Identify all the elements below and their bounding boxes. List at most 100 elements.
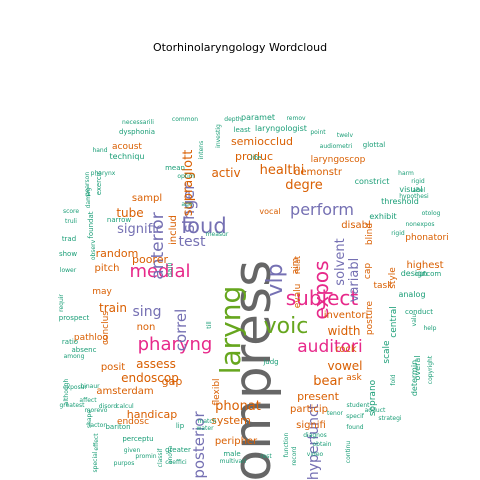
cloud-word: gap bbox=[162, 375, 183, 388]
cloud-word: intens bbox=[198, 141, 205, 159]
cloud-word: assess bbox=[136, 357, 176, 371]
cloud-word: pharyng bbox=[138, 334, 213, 355]
cloud-word: fold bbox=[390, 374, 397, 385]
cloud-word: loud bbox=[181, 214, 226, 238]
cloud-word: damag bbox=[85, 187, 92, 208]
cloud-word: poorer bbox=[132, 253, 168, 266]
cloud-word: task bbox=[374, 281, 394, 291]
cloud-word: includ bbox=[168, 215, 179, 245]
cloud-word: greatest bbox=[59, 402, 85, 409]
cloud-word: copyright bbox=[427, 355, 434, 384]
cloud-word: ask bbox=[346, 373, 362, 383]
cloud-word: among bbox=[64, 353, 85, 360]
cloud-word: diagnos bbox=[303, 432, 327, 439]
cloud-word: rest bbox=[260, 453, 272, 460]
cloud-word: point bbox=[310, 129, 326, 136]
cloud-word: least bbox=[234, 126, 251, 134]
cloud-word: remov bbox=[286, 115, 306, 122]
cloud-word: common bbox=[172, 116, 198, 123]
cloud-word: video bbox=[307, 451, 324, 458]
cloud-word: conclus bbox=[101, 311, 111, 345]
cloud-word: soprano bbox=[368, 379, 378, 416]
cloud-word: subject bbox=[286, 286, 359, 310]
cloud-word: visual bbox=[399, 185, 422, 194]
cloud-word: design bbox=[401, 269, 428, 278]
cloud-word: investig bbox=[215, 124, 222, 148]
cloud-word: rigid bbox=[411, 178, 425, 185]
cloud-word: singer bbox=[179, 183, 198, 233]
cloud-word: constrict bbox=[355, 177, 390, 186]
cloud-word: effect bbox=[93, 433, 100, 451]
cloud-word: strategi bbox=[378, 415, 401, 422]
cloud-word: pearson bbox=[84, 172, 91, 196]
cloud-word: foundat bbox=[87, 211, 95, 238]
cloud-word: till bbox=[206, 321, 213, 329]
cloud-word: laryng bbox=[214, 286, 247, 375]
cloud-word: anova bbox=[167, 445, 174, 464]
cloud-word: solvent bbox=[333, 238, 348, 285]
cloud-word: observ bbox=[90, 239, 97, 260]
cloud-word: rock bbox=[335, 344, 357, 355]
cloud-word: although bbox=[63, 379, 70, 406]
cloud-word: expos bbox=[309, 260, 333, 319]
cloud-word: given bbox=[124, 447, 141, 454]
cloud-word: factor bbox=[88, 422, 106, 429]
cloud-word: exhibit bbox=[369, 212, 396, 221]
cloud-word: endoscop bbox=[121, 371, 179, 385]
cloud-word: ratio bbox=[62, 338, 78, 346]
cloud-word: non bbox=[137, 322, 156, 333]
cloud-word: width bbox=[327, 324, 360, 338]
cloud-word: truli bbox=[65, 218, 77, 225]
cloud-word: analog bbox=[398, 290, 425, 299]
cloud-word: absenc bbox=[72, 346, 97, 354]
cloud-word: calcul bbox=[116, 403, 134, 410]
cloud-word: correl bbox=[172, 309, 190, 352]
cloud-word: affect bbox=[79, 397, 97, 404]
cloud-word: threshold bbox=[381, 197, 419, 206]
cloud-word: posit bbox=[101, 362, 125, 373]
cloud-word: tenor bbox=[327, 410, 344, 417]
cloud-word: compress bbox=[223, 260, 283, 480]
cloud-word: male bbox=[223, 450, 240, 458]
cloud-word: pharynx bbox=[91, 170, 116, 177]
cloud-word: student bbox=[347, 402, 371, 409]
cloud-word: exercis bbox=[95, 170, 103, 195]
cloud-word: multivari bbox=[220, 458, 247, 465]
cloud-word: style bbox=[388, 267, 398, 289]
cloud-word: match bbox=[198, 418, 217, 425]
cloud-word: pathlog bbox=[74, 333, 108, 343]
cloud-word: score bbox=[63, 208, 79, 215]
cloud-word: activ bbox=[211, 166, 240, 180]
cloud-word: produc bbox=[235, 150, 273, 163]
cloud-word: central bbox=[389, 306, 399, 337]
cloud-word: peripher bbox=[215, 436, 258, 447]
cloud-word: medial bbox=[129, 261, 190, 282]
cloud-word: obtain bbox=[313, 441, 332, 448]
cloud-word: dysphonia bbox=[119, 128, 155, 136]
cloud-word: trad bbox=[62, 235, 76, 243]
cloud-word: pitch bbox=[95, 263, 120, 274]
cloud-word: greater bbox=[165, 446, 191, 454]
cloud-word: hypothesi bbox=[399, 193, 429, 200]
cloud-word: healthi bbox=[260, 163, 305, 178]
cloud-word: techniqu bbox=[110, 152, 145, 161]
cloud-word: aim bbox=[291, 258, 301, 275]
cloud-word: laryngoscop bbox=[311, 155, 366, 165]
cloud-word: daili bbox=[166, 263, 174, 278]
cloud-word: optim bbox=[177, 173, 194, 180]
cloud-word: present bbox=[297, 390, 340, 403]
cloud-word: acoust bbox=[112, 142, 142, 152]
cloud-word: overal bbox=[413, 356, 422, 381]
cloud-word: posterior bbox=[190, 411, 208, 479]
cloud-word: system bbox=[211, 414, 251, 427]
cloud-word: measur bbox=[206, 231, 229, 238]
cloud-word: conduct bbox=[405, 308, 433, 316]
cloud-word: voic bbox=[264, 314, 309, 339]
cloud-word: train bbox=[99, 301, 127, 315]
cloud-word: vowel bbox=[328, 359, 363, 373]
cloud-word: twelv bbox=[337, 132, 354, 139]
cloud-word: variabl bbox=[347, 258, 362, 302]
cloud-word: paramet bbox=[241, 113, 275, 122]
cloud-word: necessarili bbox=[122, 119, 154, 126]
